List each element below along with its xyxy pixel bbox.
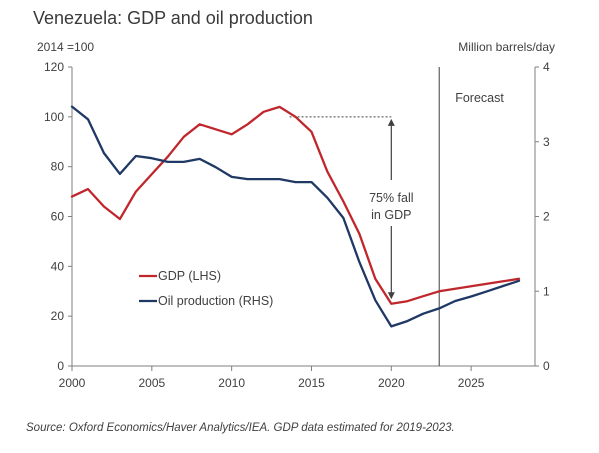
left-tick-label: 0 <box>57 359 64 373</box>
annotation-arrowhead-up <box>387 118 395 126</box>
x-tick-label: 2020 <box>378 376 405 390</box>
left-tick-label: 20 <box>51 309 65 323</box>
right-axis-unit: Million barrels/day <box>458 40 555 54</box>
x-tick-label: 2025 <box>458 376 485 390</box>
x-tick-label: 2015 <box>298 376 325 390</box>
right-tick-label: 1 <box>543 284 550 298</box>
series-line-gdp <box>70 105 521 305</box>
annotation-label-line1: 75% fall <box>369 191 413 205</box>
x-tick-label: 2010 <box>218 376 245 390</box>
left-tick-label: 100 <box>44 110 64 124</box>
left-tick-label: 80 <box>51 160 65 174</box>
left-tick-label: 120 <box>44 60 64 74</box>
annotation-arrowhead-down <box>387 292 395 300</box>
source-note: Source: Oxford Economics/Haver Analytics… <box>26 422 455 434</box>
chart: 0 20 40 60 80 100 120 0 1 2 3 4 2000 2005 2010 2015 2020… <box>44 60 550 390</box>
chart-title: Venezuela: GDP and oil production <box>33 8 313 28</box>
legend-label: Oil production (RHS) <box>158 294 273 308</box>
right-tick-label: 2 <box>543 210 550 224</box>
right-tick-label: 3 <box>543 135 550 149</box>
left-tick-label: 40 <box>51 259 65 273</box>
left-axis-unit: 2014 =100 <box>37 40 95 54</box>
series-line-oil-production <box>70 105 521 328</box>
forecast-label: Forecast <box>455 91 504 105</box>
annotation-label-line2: in GDP <box>371 208 411 222</box>
right-tick-label: 0 <box>543 359 550 373</box>
x-tick-label: 2000 <box>59 376 86 390</box>
left-tick-label: 60 <box>51 210 65 224</box>
x-tick-label: 2005 <box>138 376 165 390</box>
legend-label: GDP (LHS) <box>158 269 221 283</box>
right-tick-label: 4 <box>543 60 550 74</box>
